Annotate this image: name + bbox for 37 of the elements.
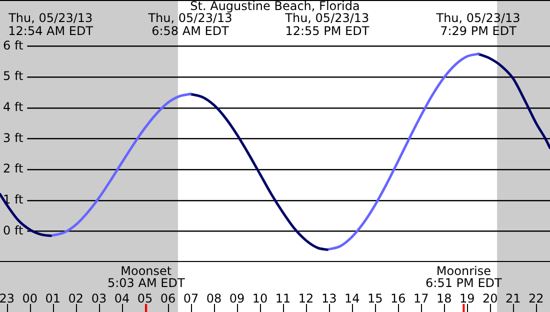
x2-tick-label: Thu, 05/23/13 12:55 PM EDT	[284, 11, 370, 38]
ref-line-label: Moonset 5:03 AM EDT	[107, 264, 186, 290]
x-tick-label: 21	[506, 291, 521, 306]
y-tick-label: 4 ft	[3, 100, 24, 114]
x-tick-label: 12	[298, 291, 314, 306]
x-tick-label: 05	[137, 291, 153, 306]
x-tick-label: 01	[45, 291, 61, 306]
x2-tick-label: Thu, 05/23/13 12:54 AM EDT	[8, 11, 94, 38]
x-tick-label: 10	[252, 291, 268, 306]
x-tick-label: 18	[436, 291, 452, 306]
x-tick-label: 02	[68, 291, 84, 306]
x-tick-label: 14	[344, 291, 360, 306]
x-tick-label: 19	[460, 291, 475, 306]
x-tick-label: 00	[22, 291, 38, 306]
y-tick-label: 2 ft	[3, 162, 24, 176]
chart-title: St. Augustine Beach, Florida	[190, 0, 360, 14]
x-tick-label: 03	[91, 291, 107, 306]
y-tick-label: 5 ft	[3, 69, 24, 84]
x-tick-label: 08	[206, 291, 222, 306]
x2-tick-label: Thu, 05/23/13 6:58 AM EDT	[147, 11, 232, 38]
x-tick-label: 20	[482, 291, 498, 306]
x-tick-label: 15	[367, 291, 383, 306]
x-tick-label: 06	[160, 291, 176, 306]
x-tick-label: 04	[114, 291, 130, 306]
x2-tick-label: Thu, 05/23/13 7:29 PM EDT	[435, 11, 520, 38]
x-tick-label: 13	[321, 291, 337, 306]
x-tick-label: 07	[183, 291, 199, 306]
x-tick-label: 22	[528, 291, 544, 306]
y-tick-label: 6 ft	[3, 38, 24, 52]
x-tick-label: 23	[0, 291, 15, 306]
y-tick-label: 3 ft	[3, 130, 24, 145]
x-tick-label: 09	[229, 291, 245, 306]
x-tick-label: 16	[390, 291, 406, 306]
x-tick-label: 11	[275, 291, 291, 306]
x-tick-label: 17	[413, 291, 429, 306]
ref-line-label: Moonrise 6:51 PM EDT	[426, 264, 503, 290]
y-tick-label: 0 ft	[3, 223, 24, 238]
